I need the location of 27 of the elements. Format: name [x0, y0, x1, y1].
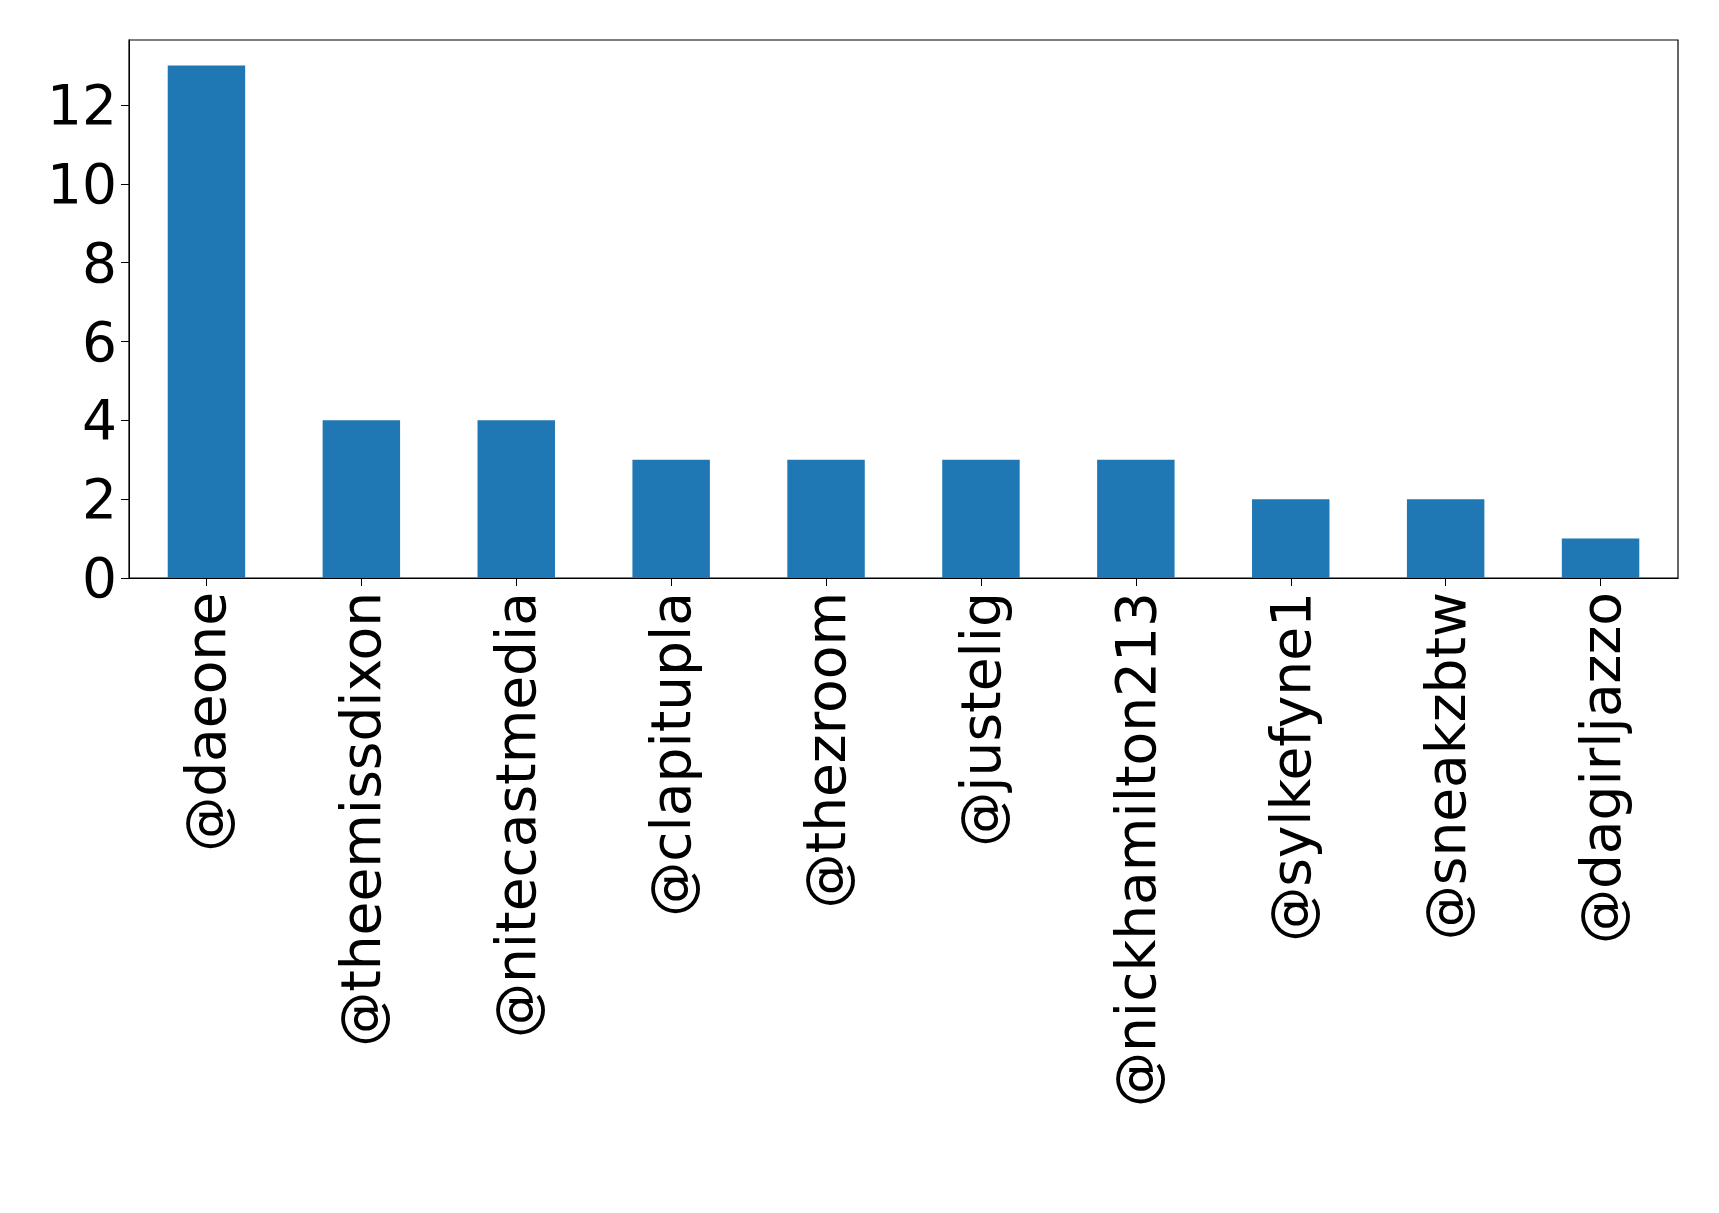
y-tick-label: 2: [82, 467, 117, 532]
x-tick-label: @sylkefyne1: [1258, 592, 1323, 942]
bar: [477, 420, 555, 578]
y-tick-label: 8: [82, 230, 117, 295]
x-tick-label: @justelig: [948, 592, 1013, 847]
bar: [1252, 499, 1330, 578]
x-tick-label: @nickhamilton213: [1103, 592, 1168, 1107]
y-tick-label: 4: [82, 388, 117, 453]
y-tick-label: 12: [47, 73, 117, 138]
bar: [1097, 459, 1175, 578]
bar: [167, 65, 246, 578]
y-tick-label: 0: [82, 546, 117, 610]
bar: [1406, 499, 1485, 578]
y-tick-label: 6: [82, 309, 117, 374]
x-tick-label: @theemissdixon: [329, 592, 394, 1047]
x-tick-label: @clapitupla: [639, 592, 704, 917]
bar: [942, 459, 1020, 578]
x-tick-label: @nitecastmedia: [484, 592, 549, 1039]
x-tick-label: @sneakzbtw: [1413, 592, 1478, 941]
bar: [322, 420, 401, 578]
x-tick-label: @dagirljazzo: [1568, 592, 1633, 945]
bar: [1561, 538, 1640, 578]
y-tick-label: 10: [47, 151, 117, 216]
bar: [632, 459, 710, 578]
x-tick-label: @thezroom: [794, 592, 859, 909]
bar: [787, 459, 865, 578]
x-tick-label: @daeone: [174, 592, 239, 852]
